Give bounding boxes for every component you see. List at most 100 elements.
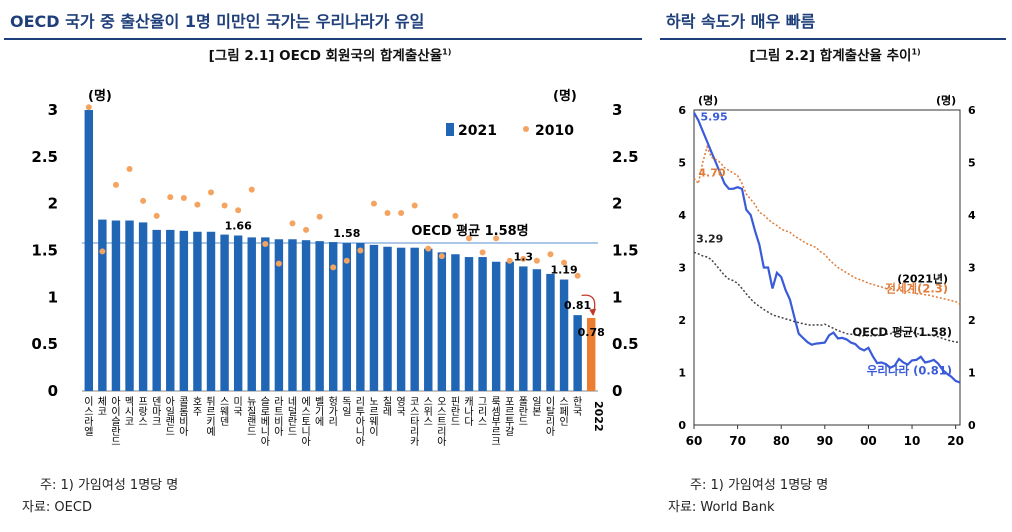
bar-2021	[451, 254, 460, 391]
bar-2021	[587, 317, 596, 391]
y-tick-label-right: 0.5	[612, 335, 639, 353]
y-tick-label-left: 1	[48, 288, 58, 306]
bar-2021	[437, 252, 447, 391]
y-tick-label-left: 3	[48, 101, 58, 119]
y-tick-label-right: 2	[968, 314, 976, 327]
figure2-note: 주: 1) 가임여성 1명당 명	[690, 478, 829, 493]
dot-2010	[466, 235, 472, 242]
bar-2021	[342, 243, 351, 391]
dot-2010	[520, 255, 527, 262]
dot-2010	[180, 195, 187, 202]
figure2-source: 자료: World Bank	[668, 500, 775, 515]
dot-2010	[208, 189, 214, 196]
dot-2010	[370, 200, 377, 207]
oecd-average-label: OECD 평균 1.58명	[411, 223, 528, 239]
fertility-trend-line-chart: (명) (명)0 01 12 23 34 45 56 660 70 80 90 00 10 205.954.…	[678, 93, 976, 448]
figure2-title: [그림 2.2] 합계출산율 추이1)	[690, 44, 980, 65]
bar-2021	[424, 248, 433, 391]
dot-2010	[262, 240, 269, 247]
left-section-heading: OECD 국가 중 출산율이 1명 미만인 국가는 우리나라가 유일	[4, 0, 642, 40]
bar-2021	[396, 247, 406, 391]
x-tick-label: 90	[816, 434, 833, 448]
x-tick-label: 10	[904, 434, 921, 448]
series-line-0	[693, 112, 961, 384]
korea-2022-arrowhead	[589, 308, 597, 317]
figure2-title-text: [그림 2.2] 합계출산율 추이	[749, 48, 912, 64]
bar-2021	[274, 239, 284, 391]
bar-2021	[193, 231, 202, 391]
legend-swatch-2021	[446, 123, 454, 136]
y-tick-label-left: 1	[678, 367, 686, 380]
bar-2021	[247, 237, 256, 391]
dot-2010	[194, 201, 201, 208]
bar-2021	[301, 240, 311, 391]
bar-2021	[505, 261, 514, 391]
bar-data-label: 0.81	[564, 299, 591, 312]
y-tick-label-right: 0	[612, 382, 622, 400]
legend-label-2021: 2021	[458, 123, 497, 139]
figure2-title-sup: 1)	[911, 47, 921, 57]
right-axis-unit: (명)	[553, 88, 577, 104]
y-tick-label-right: 1.5	[612, 242, 639, 260]
dot-2010	[167, 194, 174, 201]
bar-2021	[519, 266, 528, 391]
dot-2010	[221, 202, 228, 209]
bar-2021	[546, 273, 555, 391]
bar-2021	[288, 239, 297, 391]
y-tick-label-left: 2.5	[31, 148, 58, 166]
x-tick-label: 60	[686, 434, 703, 448]
bar-data-label: 1.3	[514, 250, 534, 263]
dot-2010	[574, 272, 581, 279]
dot-2010	[425, 245, 432, 252]
y-tick-label-right: 2	[612, 195, 622, 213]
bar-2021	[166, 229, 175, 391]
bar-2021	[111, 220, 121, 391]
bar-2021	[233, 235, 243, 391]
oecd-fertility-bar-chart: (명) (명) 0 0 0.5 0.5 1 1 1.5 1.5 2 2 2.5 2.5 3 3 OECD 평균 …	[31, 88, 639, 448]
right-axis-unit: (명)	[936, 93, 956, 107]
bar-data-label: 1.66	[225, 220, 252, 233]
y-tick-label-right: 4	[968, 209, 976, 222]
x-tick-label: 80	[773, 434, 790, 448]
right-section-title: 하락 속도가 매우 빠름	[666, 12, 816, 31]
dot-2010	[303, 226, 310, 233]
oecd-series-label: OECD 평균(1.58)	[852, 325, 952, 339]
bar-data-label: 1.19	[550, 264, 577, 277]
dot-2010	[479, 249, 486, 256]
y-tick-label-left: 3	[678, 262, 686, 275]
dot-2010	[248, 186, 255, 193]
dot-2010	[493, 235, 500, 242]
bar-2021	[369, 244, 379, 391]
start-value-label: 4.70	[698, 166, 725, 179]
dot-2010	[438, 253, 445, 260]
bar-2021	[491, 261, 501, 391]
figure1-title-sup: 1)	[442, 47, 452, 57]
bar-2021	[559, 279, 569, 391]
y-tick-label-left: 2	[48, 195, 58, 213]
dot-2010	[85, 104, 92, 111]
start-value-label: 3.29	[696, 232, 723, 245]
y-tick-label-right: 3	[612, 101, 622, 119]
bar-2021	[152, 229, 161, 391]
world-series-label: 전세계(2.3)	[885, 281, 948, 295]
bar-2021	[125, 220, 134, 391]
y-tick-label-left: 5	[678, 157, 686, 170]
y-tick-label-left: 0	[678, 419, 686, 432]
